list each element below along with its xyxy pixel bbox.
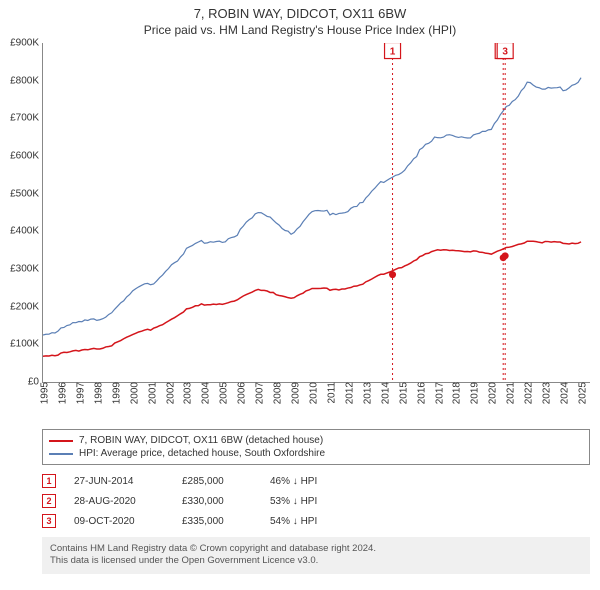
x-tick-label: 2004 bbox=[197, 382, 212, 404]
sale-date: 09-OCT-2020 bbox=[74, 516, 164, 527]
x-tick-label: 2000 bbox=[125, 382, 140, 404]
sale-date: 27-JUN-2014 bbox=[74, 476, 164, 487]
x-tick-label: 2011 bbox=[322, 382, 337, 404]
chart-svg: 123 bbox=[43, 43, 590, 382]
legend: 7, ROBIN WAY, DIDCOT, OX11 6BW (detached… bbox=[42, 429, 590, 465]
x-tick-label: 2010 bbox=[305, 382, 320, 404]
x-tick-label: 2022 bbox=[520, 382, 535, 404]
sales-row: 3 09-OCT-2020 £335,000 54% ↓ HPI bbox=[42, 511, 590, 531]
x-tick-label: 2012 bbox=[340, 382, 355, 404]
x-tick-label: 2005 bbox=[215, 382, 230, 404]
sale-delta: 46% ↓ HPI bbox=[270, 476, 360, 487]
attribution-line-2: This data is licensed under the Open Gov… bbox=[50, 555, 582, 567]
x-tick-label: 2013 bbox=[358, 382, 373, 404]
x-tick-label: 2020 bbox=[484, 382, 499, 404]
x-tick-label: 1996 bbox=[53, 382, 68, 404]
sale-marker-num-1: 1 bbox=[390, 47, 396, 58]
x-tick-label: 2015 bbox=[394, 382, 409, 404]
sale-delta: 53% ↓ HPI bbox=[270, 496, 360, 507]
x-tick-label: 2024 bbox=[556, 382, 571, 404]
sale-marker-mini: 3 bbox=[42, 514, 56, 528]
legend-label: HPI: Average price, detached house, Sout… bbox=[79, 448, 325, 459]
x-tick-label: 2009 bbox=[287, 382, 302, 404]
chart-subtitle: Price paid vs. HM Land Registry's House … bbox=[0, 21, 600, 43]
x-tick-label: 1995 bbox=[36, 382, 51, 404]
x-tick-label: 1999 bbox=[107, 382, 122, 404]
x-tick-label: 2007 bbox=[251, 382, 266, 404]
y-tick-label: £800K bbox=[10, 75, 43, 86]
x-tick-label: 2021 bbox=[502, 382, 517, 404]
chart-area: 123 £0£100K£200K£300K£400K£500K£600K£700… bbox=[42, 43, 590, 383]
sale-delta: 54% ↓ HPI bbox=[270, 516, 360, 527]
y-tick-label: £300K bbox=[10, 264, 43, 275]
x-tick-label: 2019 bbox=[466, 382, 481, 404]
legend-item: HPI: Average price, detached house, Sout… bbox=[49, 447, 583, 460]
sales-table: 1 27-JUN-2014 £285,000 46% ↓ HPI 2 28-AUG-202… bbox=[42, 471, 590, 531]
sales-row: 1 27-JUN-2014 £285,000 46% ↓ HPI bbox=[42, 471, 590, 491]
x-tick-label: 1997 bbox=[71, 382, 86, 404]
plot-region: 123 £0£100K£200K£300K£400K£500K£600K£700… bbox=[42, 43, 590, 383]
x-tick-label: 2001 bbox=[143, 382, 158, 404]
sale-price: £335,000 bbox=[182, 516, 252, 527]
sale-marker-mini: 2 bbox=[42, 494, 56, 508]
y-tick-label: £900K bbox=[10, 38, 43, 49]
sales-row: 2 28-AUG-2020 £330,000 53% ↓ HPI bbox=[42, 491, 590, 511]
x-tick-label: 2003 bbox=[179, 382, 194, 404]
y-tick-label: £500K bbox=[10, 188, 43, 199]
y-tick-label: £100K bbox=[10, 339, 43, 350]
x-tick-label: 2008 bbox=[269, 382, 284, 404]
y-tick-label: £200K bbox=[10, 301, 43, 312]
x-tick-label: 2018 bbox=[448, 382, 463, 404]
chart-title: 7, ROBIN WAY, DIDCOT, OX11 6BW bbox=[0, 0, 600, 21]
x-tick-label: 2017 bbox=[430, 382, 445, 404]
sale-marker-mini: 1 bbox=[42, 474, 56, 488]
legend-swatch bbox=[49, 440, 73, 442]
sale-point-1 bbox=[389, 271, 396, 278]
y-tick-label: £700K bbox=[10, 113, 43, 124]
y-tick-label: £600K bbox=[10, 151, 43, 162]
attribution: Contains HM Land Registry data © Crown c… bbox=[42, 537, 590, 574]
series-hpi bbox=[43, 78, 581, 335]
legend-label: 7, ROBIN WAY, DIDCOT, OX11 6BW (detached… bbox=[79, 435, 323, 446]
x-tick-label: 2025 bbox=[574, 382, 589, 404]
x-tick-label: 1998 bbox=[89, 382, 104, 404]
y-tick-label: £400K bbox=[10, 226, 43, 237]
x-tick-label: 2002 bbox=[161, 382, 176, 404]
sale-date: 28-AUG-2020 bbox=[74, 496, 164, 507]
legend-item: 7, ROBIN WAY, DIDCOT, OX11 6BW (detached… bbox=[49, 434, 583, 447]
sale-price: £285,000 bbox=[182, 476, 252, 487]
x-tick-label: 2006 bbox=[233, 382, 248, 404]
x-tick-label: 2023 bbox=[538, 382, 553, 404]
sale-marker-num-3: 3 bbox=[502, 47, 508, 58]
sale-point-3 bbox=[502, 252, 509, 259]
sale-price: £330,000 bbox=[182, 496, 252, 507]
legend-swatch bbox=[49, 453, 73, 455]
attribution-line-1: Contains HM Land Registry data © Crown c… bbox=[50, 543, 582, 555]
x-tick-label: 2014 bbox=[376, 382, 391, 404]
x-tick-label: 2016 bbox=[412, 382, 427, 404]
